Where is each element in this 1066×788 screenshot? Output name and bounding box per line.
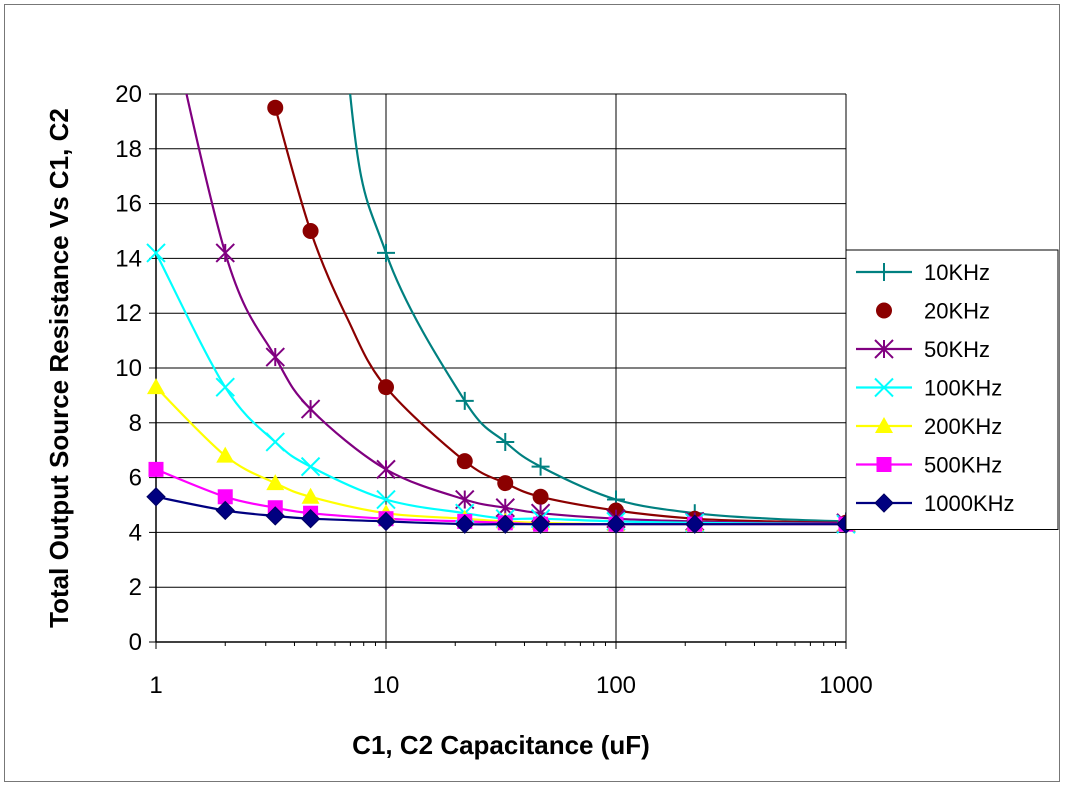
data-point-100khz [376,489,396,510]
legend: 10KHz 20KHz 50KHz 100KHz 200KHz 500KHz 1000KHz [845,249,1059,530]
data-point-1000khz [495,514,515,534]
legend-marker-50khz [874,339,894,359]
data-point-20khz [302,223,319,239]
data-point-100khz [265,432,285,452]
legend-item-500khz: 500KHz [856,453,1002,478]
y-tick-label: 10 [115,355,142,382]
legend-marker-100khz-b [874,377,894,398]
data-point-1000khz [376,511,396,532]
data-point-10khz [377,243,395,262]
legend-label: 10KHz [924,260,990,285]
legend-label: 20KHz [924,299,990,324]
data-point-20khz [267,99,284,116]
data-point-100khz-b [215,377,235,397]
data-point-100khz-b [300,456,321,477]
series-line-10khz [349,94,846,523]
x-axis-label: C1, C2 Capacitance (uF) [352,730,650,760]
data-point-1000khz [530,514,551,534]
x-tick-label: 10 [373,672,400,699]
data-point-50khz [376,459,396,480]
data-point-100khz-b [146,243,166,263]
data-point-20khz [532,488,549,505]
data-point-20khz [378,379,394,396]
data-point-100khz-b [265,432,285,452]
data-point-1000khz [685,514,705,534]
legend-item-20khz: 20KHz [876,299,990,324]
legend-label: 200KHz [924,414,1002,439]
data-point-10khz [496,432,515,451]
y-tick-label: 4 [129,519,142,546]
y-tick-label: 6 [129,465,142,492]
x-tick-label: 1 [149,672,162,699]
data-point-1000khz [265,506,285,526]
data-point-1000khz [215,500,235,521]
legend-marker-200khz [875,417,893,433]
data-point-500khz [217,489,233,505]
data-point-1000khz [606,514,626,534]
legend-marker-500khz [876,457,892,472]
legend-label: 1000KHz [924,491,1015,516]
legend-item-100khz: 100KHz [856,376,1002,401]
data-point-20khz [497,475,514,492]
legend-marker-100khz [874,377,894,398]
data-point-1000khz [455,514,475,534]
y-tick-label: 18 [115,136,142,163]
y-tick-label: 14 [115,245,142,272]
data-point-200khz [301,487,320,504]
y-tick-label: 16 [115,191,142,218]
axes: 0 2 4 6 8 10 12 14 16 18 20 1 10 100 1000 [115,81,872,699]
y-tick-label: 20 [115,81,142,108]
data-point-1000khz [146,487,166,507]
x-tick-label: 100 [596,672,636,699]
legend-marker-1000khz [874,493,894,513]
legend-label: 50KHz [924,337,990,362]
series-line-20khz [274,107,846,524]
legend-marker-20khz [876,302,892,319]
data-point-50khz [215,243,235,263]
data-point-200khz [216,446,235,463]
legend-marker-10khz [875,263,893,281]
y-tick-label: 2 [129,574,142,601]
data-point-500khz [148,461,164,477]
legend-label: 100KHz [924,376,1002,401]
data-point-100khz-b [376,489,396,510]
data-point-10khz [455,391,474,410]
y-tick-label: 12 [115,300,142,327]
legend-item-10khz: 10KHz [856,260,990,285]
data-point-200khz [266,474,285,491]
data-point-50khz [265,347,285,367]
y-axis-label: Total Output Source Resistance Vs C1, C2 [44,108,74,628]
data-point-10khz [531,457,550,476]
data-point-100khz [215,377,235,397]
y-tick-label: 8 [129,410,142,437]
data-point-100khz [300,456,321,477]
legend-item-50khz: 50KHz [856,337,990,362]
data-point-1000khz [300,508,321,529]
data-point-100khz [146,243,166,263]
data-point-50khz [455,489,475,510]
legend-item-200khz: 200KHz [856,414,1002,439]
y-tick-label: 0 [129,629,142,656]
x-tick-label: 1000 [819,672,872,699]
data-point-20khz [456,453,473,470]
legend-label: 500KHz [924,453,1002,478]
data-point-200khz [147,378,165,395]
data-point-50khz [300,399,321,419]
legend-item-1000khz: 1000KHz [856,491,1015,516]
